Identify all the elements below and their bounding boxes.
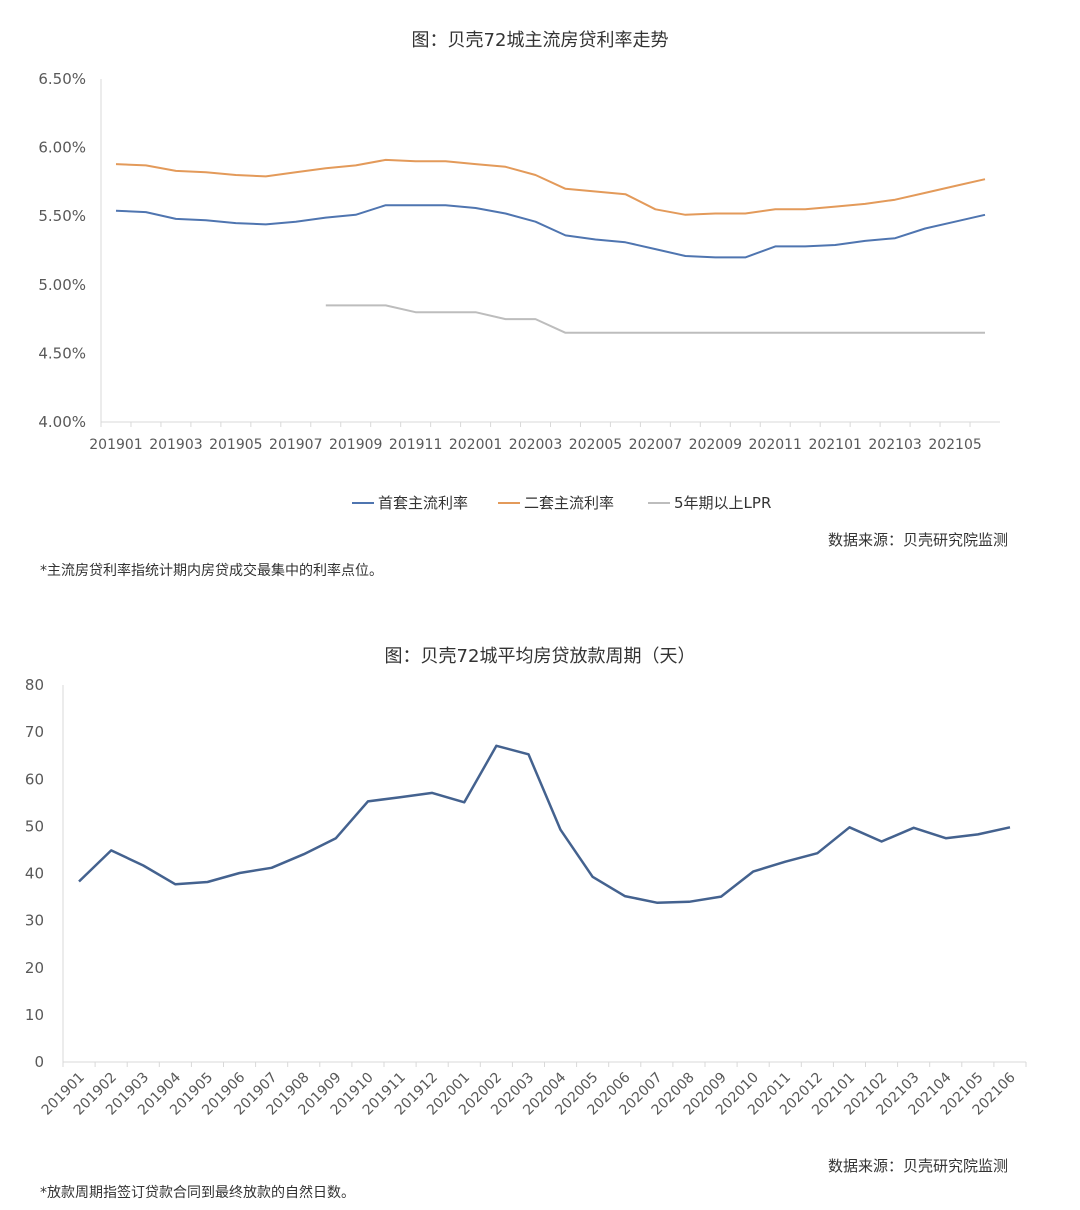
x-tick-label: 201907 <box>269 437 322 453</box>
legend-swatch-lpr <box>648 501 670 504</box>
series-line-first-home <box>115 204 986 259</box>
legend-label-second-home: 二套主流利率 <box>524 494 615 512</box>
legend-item-second-home: 二套主流利率 <box>498 492 614 513</box>
y-tick-label: 70 <box>25 723 44 741</box>
x-tick-label: 201911 <box>389 437 442 453</box>
x-tick-label: 202003 <box>509 437 562 453</box>
y-tick-label: 80 <box>25 676 44 694</box>
x-tick-label: 202101 <box>808 437 861 453</box>
y-tick-label: 40 <box>25 865 44 883</box>
chart1-note: *主流房贷利率指统计期内房贷成交最集中的利率点位。 <box>40 563 383 579</box>
y-tick-label: 4.00% <box>38 413 86 431</box>
x-tick-label: 202001 <box>449 437 502 453</box>
y-tick-label: 4.50% <box>38 344 86 362</box>
rate-chart-legend: 首套主流利率 二套主流利率 5年期以上LPR <box>0 492 1080 514</box>
legend-label-first-home: 首套主流利率 <box>378 494 469 512</box>
x-tick-label: 202009 <box>689 437 742 453</box>
x-tick-label: 202007 <box>629 437 682 453</box>
series-line-second-home <box>115 158 986 216</box>
y-tick-label: 5.00% <box>38 276 86 294</box>
y-tick-label: 6.50% <box>38 70 86 88</box>
chart1-source: 数据来源：贝壳研究院监测 <box>827 531 1008 549</box>
series-line-loan-cycle <box>78 744 1011 904</box>
rate-chart: 6.50% 6.00% 5.50% 5.00% 4.50% 4.00%201901 2019… <box>38 70 1000 453</box>
x-tick-label: 201909 <box>329 437 382 453</box>
y-tick-label: 5.50% <box>38 207 86 225</box>
x-tick-label: 201905 <box>209 437 262 453</box>
y-tick-label: 6.00% <box>38 139 86 157</box>
y-tick-label: 50 <box>25 817 44 835</box>
loan-cycle-chart: 8070605040302010020190120190220190320190… <box>25 676 1027 1119</box>
chart2-source: 数据来源：贝壳研究院监测 <box>827 1157 1008 1175</box>
chart2-note: *放款周期指签订贷款合同到最终放款的自然日数。 <box>40 1185 355 1201</box>
y-tick-label: 60 <box>25 770 44 788</box>
chart2-title: 图：贝壳72城平均房贷放款周期（天） <box>384 646 696 667</box>
y-tick-label: 20 <box>25 959 44 977</box>
series-line-lpr <box>325 304 985 334</box>
legend-swatch-second-home <box>498 501 520 504</box>
y-tick-label: 30 <box>25 912 44 930</box>
x-tick-label: 202005 <box>569 437 622 453</box>
legend-item-lpr: 5年期以上LPR <box>648 492 771 513</box>
x-tick-label: 201903 <box>149 437 202 453</box>
legend-label-lpr: 5年期以上LPR <box>674 494 772 512</box>
x-tick-label: 201901 <box>89 437 142 453</box>
legend-item-first-home: 首套主流利率 <box>352 492 468 513</box>
y-tick-label: 0 <box>34 1053 44 1071</box>
y-tick-label: 10 <box>25 1006 44 1024</box>
x-tick-label: 202105 <box>928 437 981 453</box>
x-tick-label: 202103 <box>868 437 921 453</box>
x-tick-label: 202011 <box>749 437 802 453</box>
legend-swatch-first-home <box>352 501 374 504</box>
chart1-title: 图：贝壳72城主流房贷利率走势 <box>411 30 669 51</box>
